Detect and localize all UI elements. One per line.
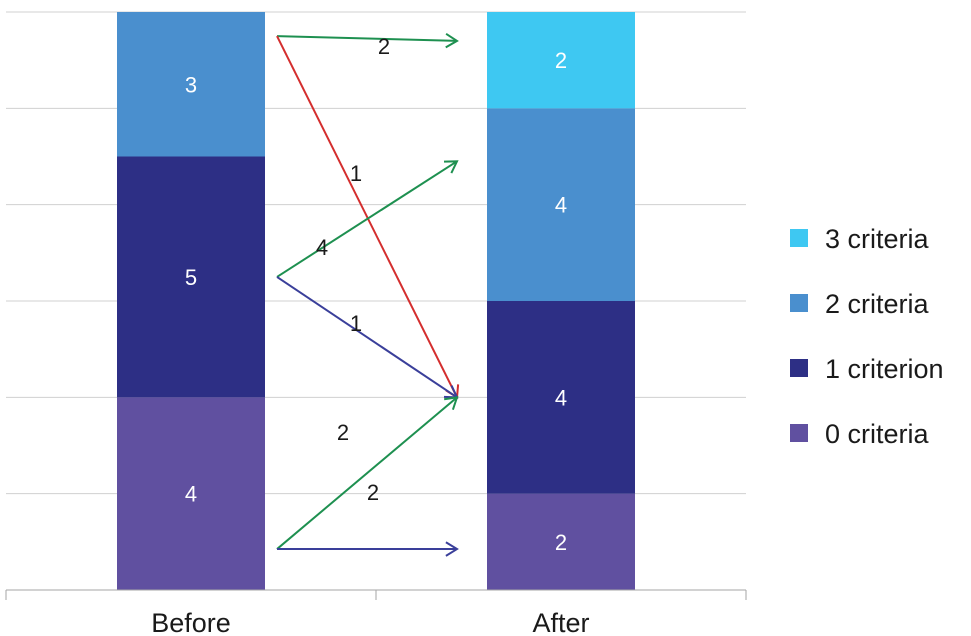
legend-item-0-criteria: 0 criteria bbox=[790, 419, 930, 449]
bar-before-2-criteria bbox=[117, 12, 265, 157]
flow-arrowhead bbox=[443, 396, 459, 410]
legend-item-1-criterion: 1 criterion bbox=[790, 354, 944, 384]
bar-after-1-criterion bbox=[487, 301, 635, 494]
flow-2-criteria-to-3-criteria: 2 bbox=[276, 32, 459, 59]
legend-label: 3 criteria bbox=[825, 224, 930, 254]
flow-line bbox=[276, 35, 458, 398]
legend-swatch bbox=[790, 359, 808, 377]
x-axis: Before After bbox=[5, 589, 747, 636]
flow-line bbox=[276, 276, 458, 399]
legend-item-2-criteria: 2 criteria bbox=[790, 289, 930, 319]
legend-label: 1 criterion bbox=[825, 354, 944, 384]
bar-after-2-criteria bbox=[487, 108, 635, 301]
bar-before-1-criterion bbox=[117, 156, 265, 398]
flow-arrowhead bbox=[445, 32, 459, 49]
legend-swatch bbox=[790, 294, 808, 312]
bars: 4 5 3 2 4 4 2 bbox=[117, 12, 635, 590]
flow-label: 1 bbox=[350, 311, 362, 336]
data-label-before-2-criteria: 3 bbox=[185, 72, 197, 97]
flow-line bbox=[276, 396, 458, 550]
flow-label: 2 bbox=[378, 34, 390, 59]
data-label-after-1-criterion: 4 bbox=[555, 385, 567, 410]
data-label-before-0-criteria: 4 bbox=[185, 482, 197, 507]
flow-line bbox=[276, 160, 458, 278]
legend-item-3-criteria: 3 criteria bbox=[790, 224, 930, 254]
flow-0-criteria-to-0-criteria: 2 bbox=[277, 480, 459, 557]
data-label-after-3-criteria: 2 bbox=[555, 48, 567, 73]
flow-label: 2 bbox=[337, 420, 349, 445]
flow-label: 2 bbox=[367, 480, 379, 505]
flow-0-criteria-to-1-criterion: 2 bbox=[276, 396, 459, 550]
data-label-after-0-criteria: 2 bbox=[555, 530, 567, 555]
flow-1-criterion-to-1-criterion: 1 bbox=[276, 276, 459, 399]
data-label-before-1-criterion: 5 bbox=[185, 265, 197, 290]
flow-arrows: 2 1 4 1 2 2 bbox=[276, 32, 460, 557]
flow-1-criterion-to-2-criteria: 4 bbox=[276, 160, 459, 278]
legend-swatch bbox=[790, 229, 808, 247]
legend-swatch bbox=[790, 424, 808, 442]
bar-after-3-criteria bbox=[487, 12, 635, 109]
bar-before-0-criteria bbox=[117, 397, 265, 590]
legend: 3 criteria 2 criteria 1 criterion 0 criteri… bbox=[790, 224, 944, 449]
flow-arrowhead bbox=[445, 541, 459, 557]
flow-label: 1 bbox=[350, 161, 362, 186]
legend-label: 0 criteria bbox=[825, 419, 930, 449]
x-tick-label-before: Before bbox=[151, 608, 231, 636]
flow-arrowhead bbox=[443, 160, 459, 174]
legend-label: 2 criteria bbox=[825, 289, 930, 319]
x-tick-label-after: After bbox=[532, 608, 589, 636]
flow-label: 4 bbox=[316, 235, 328, 260]
flow-2-criteria-to-1-criterion: 1 bbox=[276, 35, 460, 400]
data-label-after-2-criteria: 4 bbox=[555, 193, 567, 218]
flow-line bbox=[276, 35, 458, 42]
bar-after-0-criteria bbox=[487, 493, 635, 590]
